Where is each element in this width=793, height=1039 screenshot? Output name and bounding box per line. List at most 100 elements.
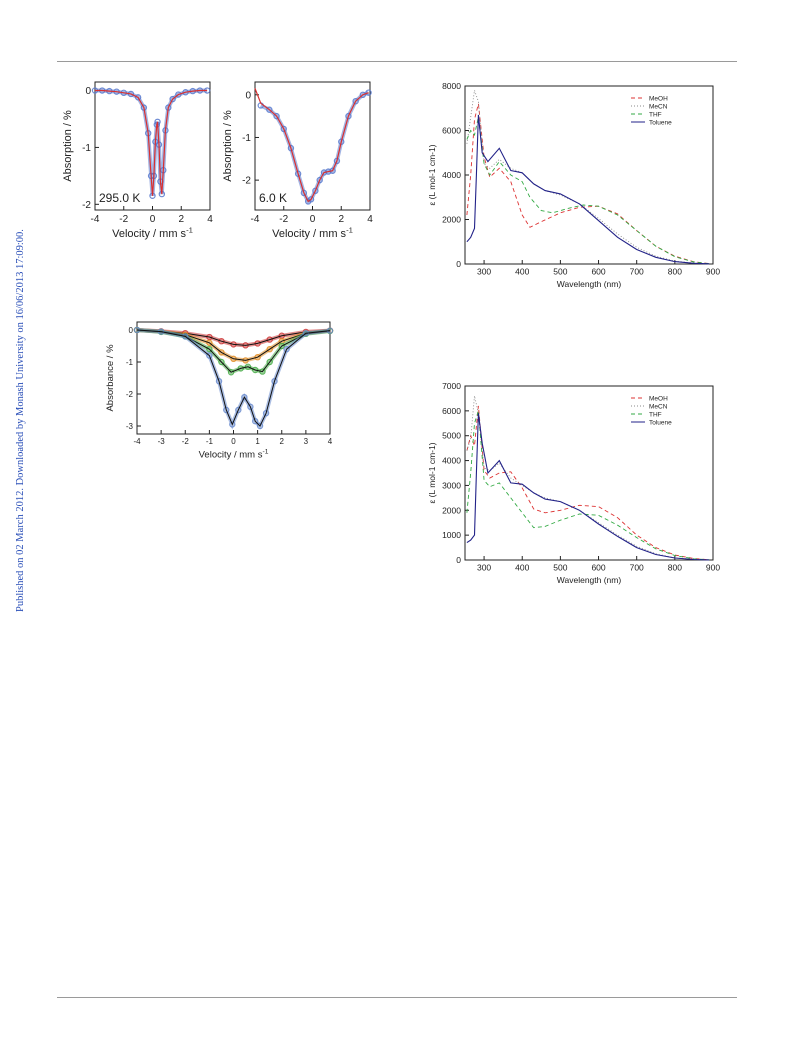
x-tick-label: 2 (338, 214, 344, 225)
x-axis-label: Velocity / mm s-1 (112, 226, 193, 240)
legend-label: MeOH (649, 96, 668, 103)
legend-label: THF (649, 412, 662, 419)
plot-frame (464, 85, 714, 265)
series-line-meoh (466, 103, 710, 265)
y-tick-label: -1 (126, 358, 134, 367)
fit-line (136, 329, 331, 427)
x-tick-label: 3 (304, 437, 309, 446)
series-line-meoh (466, 405, 710, 561)
x-axis-label-superscript: -1 (346, 226, 353, 235)
y-tick-label: -1 (242, 133, 251, 144)
y-tick-label: 6000 (442, 406, 461, 416)
x-tick-label: 2 (280, 437, 285, 446)
x-axis-label-superscript: -1 (262, 449, 268, 456)
y-tick-label: 0 (245, 90, 251, 101)
plot-frame (464, 385, 714, 561)
x-tick-label: 300 (477, 563, 491, 573)
y-tick-label: 4000 (442, 456, 461, 466)
x-tick-label: -3 (158, 437, 166, 446)
y-tick-label: 1000 (442, 530, 461, 540)
temperature-label: 6.0 K (259, 191, 287, 205)
x-axis-label: Velocity / mm s-1 (199, 449, 269, 461)
x-tick-label: 0 (310, 214, 316, 225)
x-tick-label: 4 (328, 437, 333, 446)
series-line-toluene (466, 413, 710, 561)
y-tick-label: 2000 (442, 214, 461, 224)
y-tick-label: 7000 (442, 381, 461, 391)
side-note-text: Published on 02 March 2012. Downloaded b… (15, 229, 26, 612)
x-axis-label: Wavelength (nm) (557, 279, 622, 289)
y-tick-label: -2 (82, 200, 91, 211)
y-tick-label: 0 (85, 86, 91, 97)
x-tick-label: 900 (706, 267, 720, 277)
y-tick-label: -1 (82, 143, 91, 154)
y-tick-label: 5000 (442, 431, 461, 441)
x-axis-label: Velocity / mm s-1 (272, 226, 353, 240)
x-tick-label: 800 (668, 563, 682, 573)
legend-label: MeOH (649, 396, 668, 403)
uvvis-top-chart: 300 400 500 600 700 800 900 0 2000 4000 6000 8000 Wa… (427, 81, 720, 289)
x-tick-label: 600 (591, 267, 605, 277)
x-tick-label: 0 (150, 214, 156, 225)
series-line-mecn (466, 395, 710, 561)
x-tick-label: 500 (553, 563, 567, 573)
x-tick-label: 2 (178, 214, 184, 225)
mossbauer-variable-chart: -4 -3 -2 -1 0 1 2 3 4 0 -1 -2 -3 Velocity / mm s-1 Abs… (105, 321, 334, 461)
uvvis-bottom-chart: 300 400 500 600 700 800 900 0 1000 2000 3000 4000 50… (427, 381, 720, 585)
series-line-toluene (466, 114, 710, 265)
x-tick-label: 700 (630, 563, 644, 573)
y-tick-label: 8000 (442, 81, 461, 91)
legend-label: MeCN (649, 404, 668, 411)
y-axis-label: ε (L mol-1 cm-1) (427, 442, 437, 503)
legend-label: Toluene (649, 420, 672, 427)
x-tick-label: -2 (279, 214, 288, 225)
x-tick-label: 0 (231, 437, 236, 446)
y-tick-label: -3 (126, 422, 134, 431)
y-tick-label: 0 (129, 326, 134, 335)
x-tick-label: -4 (91, 214, 100, 225)
y-tick-label: 2000 (442, 505, 461, 515)
legend-label: THF (649, 112, 662, 119)
x-tick-label: -2 (182, 437, 190, 446)
series-line-mecn (466, 90, 710, 265)
y-tick-label: 3000 (442, 480, 461, 490)
y-tick-label: -2 (126, 390, 134, 399)
legend-label: Toluene (649, 120, 672, 127)
y-axis-label: Absorbance / % (105, 344, 116, 412)
series-line-thf (466, 410, 710, 561)
series-line-thf (466, 117, 710, 265)
y-tick-label: 6000 (442, 125, 461, 135)
x-tick-label: 800 (668, 267, 682, 277)
x-axis-label-superscript: -1 (186, 226, 193, 235)
x-tick-label: 400 (515, 267, 529, 277)
x-tick-label: -1 (206, 437, 214, 446)
temperature-label: 295.0 K (99, 191, 140, 205)
x-tick-label: 400 (515, 563, 529, 573)
x-tick-label: 4 (367, 214, 373, 225)
x-axis-label: Wavelength (nm) (557, 575, 622, 585)
top-rule (57, 61, 737, 62)
x-tick-label: 4 (207, 214, 213, 225)
x-tick-label: 1 (255, 437, 260, 446)
y-tick-label: 0 (456, 259, 461, 269)
bottom-rule (57, 997, 737, 998)
legend-label: MeCN (649, 104, 668, 111)
y-tick-label: -2 (242, 176, 251, 187)
fit-line (95, 89, 208, 196)
x-tick-label: -4 (133, 437, 141, 446)
y-axis-label: Absorption / % (222, 110, 234, 182)
x-tick-label: 500 (553, 267, 567, 277)
y-axis-label: Absorption / % (62, 110, 74, 182)
y-axis-label: ε (L mol-1 cm-1) (427, 144, 437, 205)
x-tick-label: 900 (706, 563, 720, 573)
x-tick-label: -4 (251, 214, 260, 225)
x-tick-label: 700 (630, 267, 644, 277)
y-tick-label: 0 (456, 555, 461, 565)
x-tick-label: 300 (477, 267, 491, 277)
x-tick-label: -2 (119, 214, 128, 225)
fit-line (254, 88, 369, 203)
x-tick-label: 600 (591, 563, 605, 573)
y-tick-label: 4000 (442, 170, 461, 180)
